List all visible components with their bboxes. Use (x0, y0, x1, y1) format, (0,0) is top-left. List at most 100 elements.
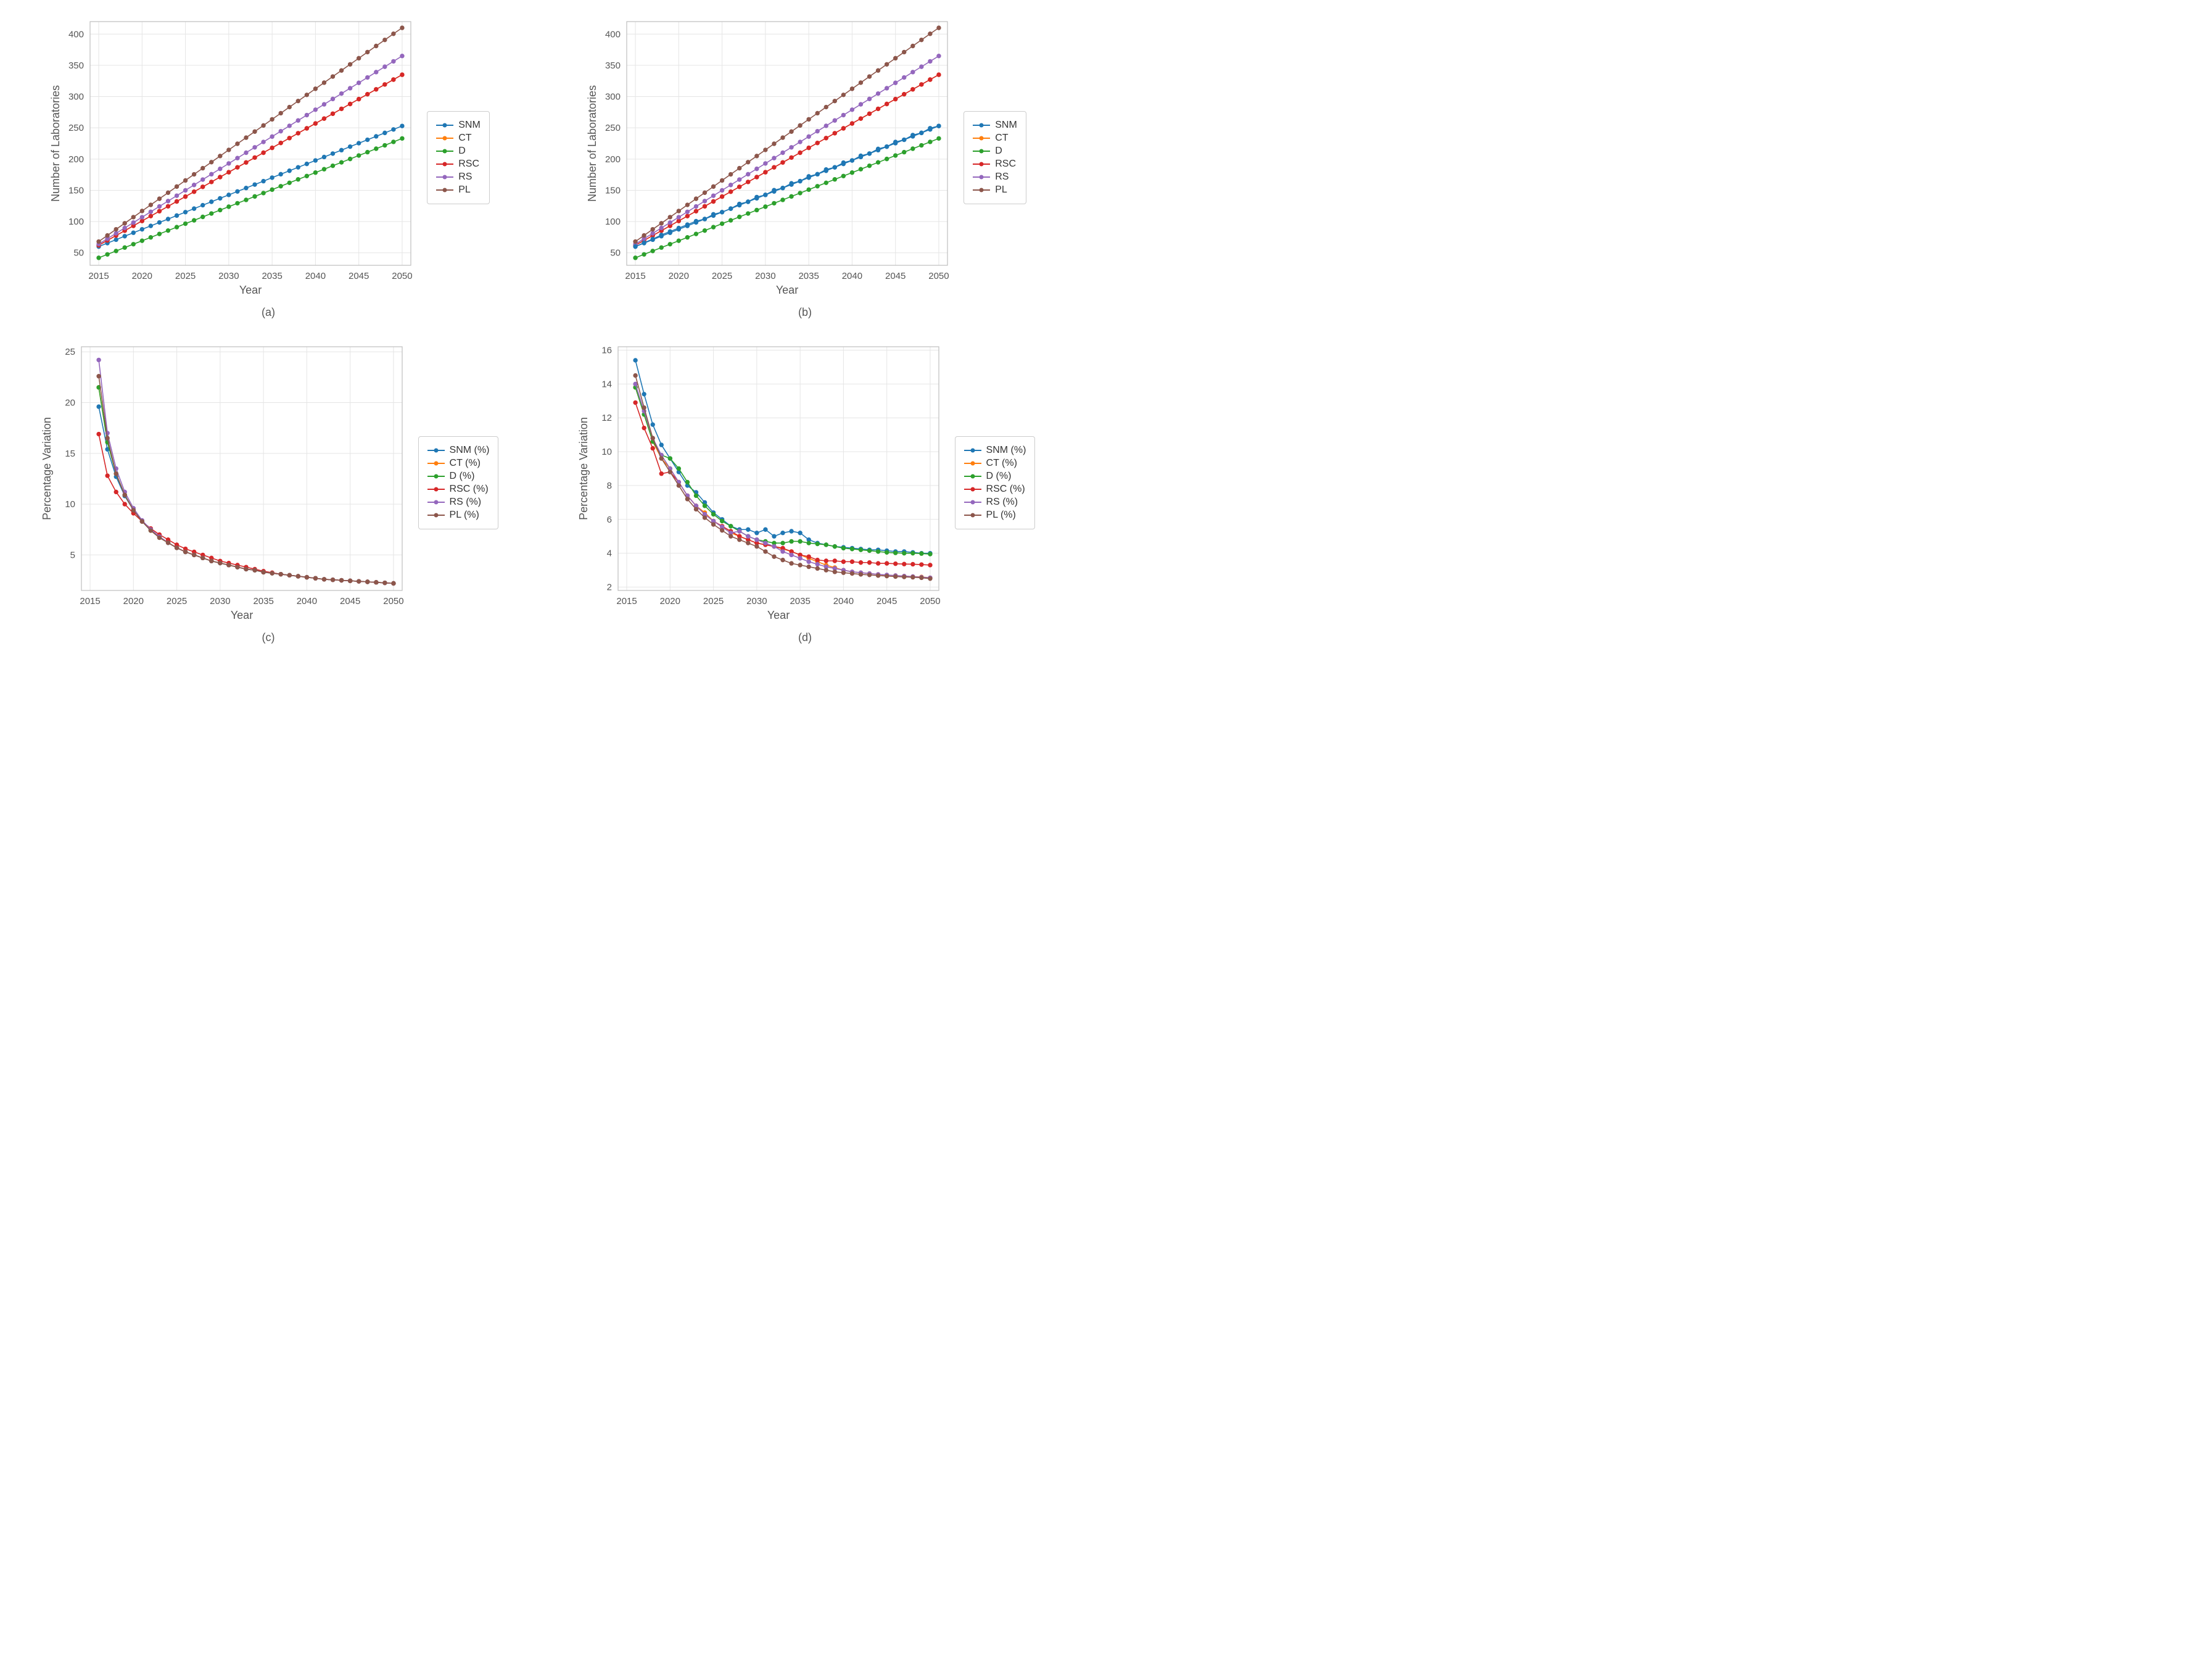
legend-label: RSC (995, 159, 1016, 170)
chart-c: 2015202020252030203520402045205051015202… (38, 337, 408, 627)
legend-item: SNM (973, 120, 1017, 131)
legend-label: PL (%) (450, 510, 479, 521)
svg-text:2025: 2025 (712, 271, 732, 281)
svg-text:Year: Year (767, 609, 789, 621)
legend-label: PL (%) (986, 510, 1016, 521)
legend-swatch (973, 125, 990, 126)
legend-swatch (436, 164, 453, 165)
svg-text:2015: 2015 (80, 596, 100, 607)
svg-text:Percentage Variation: Percentage Variation (41, 417, 53, 520)
svg-text:16: 16 (601, 345, 612, 355)
svg-text:2015: 2015 (616, 596, 637, 607)
svg-text:2030: 2030 (755, 271, 775, 281)
svg-text:50: 50 (74, 248, 85, 259)
legend-swatch (964, 515, 981, 516)
svg-text:2045: 2045 (877, 596, 897, 607)
svg-text:2050: 2050 (383, 596, 403, 607)
legend-swatch (427, 502, 445, 503)
panel-c: 2015202020252030203520402045205051015202… (12, 337, 524, 644)
svg-text:350: 350 (68, 60, 84, 71)
legend-swatch (427, 476, 445, 477)
legend-swatch (964, 463, 981, 464)
legend-label: PL (995, 184, 1007, 196)
legend-label: RS (995, 172, 1009, 183)
svg-text:Number of Laboratories: Number of Laboratories (49, 85, 62, 202)
legend-label: RSC (458, 159, 479, 170)
legend-item: SNM (436, 120, 481, 131)
svg-text:2040: 2040 (833, 596, 853, 607)
svg-text:2050: 2050 (920, 596, 940, 607)
svg-text:Year: Year (230, 609, 252, 621)
legend-swatch (427, 515, 445, 516)
svg-text:Year: Year (776, 284, 798, 296)
legend-item: D (436, 146, 481, 157)
legend-swatch (427, 489, 445, 490)
legend-item: RSC (973, 159, 1017, 170)
svg-text:250: 250 (68, 123, 84, 133)
svg-text:2050: 2050 (392, 271, 412, 281)
legend-label: SNM (%) (450, 445, 490, 456)
legend-item: PL (973, 184, 1017, 196)
legend-swatch (973, 164, 990, 165)
svg-text:2025: 2025 (166, 596, 186, 607)
legend-item: D (%) (964, 471, 1026, 482)
svg-text:350: 350 (605, 60, 621, 71)
svg-text:2035: 2035 (262, 271, 283, 281)
legend-swatch (964, 489, 981, 490)
legend-swatch (964, 502, 981, 503)
legend-label: RSC (%) (986, 484, 1025, 495)
legend-label: PL (458, 184, 471, 196)
legend-item: RS (%) (964, 497, 1026, 508)
legend-b: SNMCTDRSCRSPL (964, 111, 1026, 204)
legend-label: SNM (%) (986, 445, 1026, 456)
legend-swatch (436, 189, 453, 191)
legend-swatch (436, 151, 453, 152)
legend-item: RS (973, 172, 1017, 183)
svg-text:Percentage Variation: Percentage Variation (577, 417, 590, 520)
svg-text:150: 150 (68, 185, 84, 196)
svg-text:2040: 2040 (296, 596, 316, 607)
svg-text:2035: 2035 (790, 596, 810, 607)
svg-text:100: 100 (605, 217, 621, 227)
legend-swatch (964, 476, 981, 477)
svg-text:10: 10 (65, 499, 75, 510)
legend-label: D (%) (986, 471, 1012, 482)
legend-label: RS (%) (986, 497, 1018, 508)
svg-text:2025: 2025 (175, 271, 196, 281)
legend-item: D (%) (427, 471, 490, 482)
legend-item: PL (%) (427, 510, 490, 521)
svg-text:150: 150 (605, 185, 621, 196)
legend-label: D (995, 146, 1002, 157)
svg-text:2: 2 (606, 582, 611, 593)
legend-item: D (973, 146, 1017, 157)
legend-item: PL (436, 184, 481, 196)
legend-label: CT (%) (986, 458, 1017, 469)
legend-swatch (427, 450, 445, 451)
svg-text:2015: 2015 (625, 271, 646, 281)
legend-c: SNM (%)CT (%)D (%)RSC (%)RS (%)PL (%) (418, 436, 499, 529)
legend-item: RS (436, 172, 481, 183)
svg-text:4: 4 (606, 549, 611, 559)
legend-swatch (973, 176, 990, 178)
svg-text:6: 6 (606, 515, 611, 525)
svg-text:2020: 2020 (132, 271, 152, 281)
svg-text:20: 20 (65, 398, 75, 408)
legend-item: RSC (%) (427, 484, 490, 495)
svg-text:2035: 2035 (253, 596, 273, 607)
legend-item: PL (%) (964, 510, 1026, 521)
svg-text:100: 100 (68, 217, 84, 227)
legend-item: RS (%) (427, 497, 490, 508)
svg-text:2040: 2040 (842, 271, 862, 281)
svg-text:300: 300 (605, 92, 621, 102)
svg-text:5: 5 (70, 550, 75, 560)
legend-swatch (973, 151, 990, 152)
svg-text:2020: 2020 (669, 271, 689, 281)
svg-text:14: 14 (601, 379, 612, 389)
svg-text:400: 400 (68, 29, 84, 39)
svg-text:2030: 2030 (746, 596, 767, 607)
svg-text:15: 15 (65, 449, 75, 459)
svg-text:12: 12 (601, 413, 612, 423)
legend-label: SNM (995, 120, 1017, 131)
svg-text:2045: 2045 (885, 271, 906, 281)
svg-text:2020: 2020 (659, 596, 680, 607)
